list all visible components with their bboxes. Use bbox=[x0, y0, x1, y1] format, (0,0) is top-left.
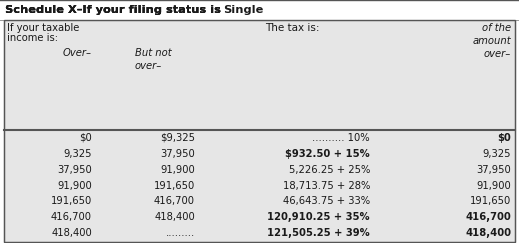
Text: Single: Single bbox=[223, 5, 263, 15]
Text: 9,325: 9,325 bbox=[483, 149, 511, 159]
Text: Schedule X–If your filing status is: Schedule X–If your filing status is bbox=[5, 5, 225, 15]
Text: But not
over–: But not over– bbox=[135, 48, 172, 71]
Text: 121,505.25 + 39%: 121,505.25 + 39% bbox=[267, 228, 370, 238]
Text: .......... 10%: .......... 10% bbox=[312, 133, 370, 143]
Text: 18,713.75 + 28%: 18,713.75 + 28% bbox=[283, 181, 370, 191]
Text: of the
amount
over–: of the amount over– bbox=[472, 23, 511, 59]
Text: 5,226.25 + 25%: 5,226.25 + 25% bbox=[289, 165, 370, 175]
Text: 37,950: 37,950 bbox=[57, 165, 92, 175]
Bar bbox=[0, 0, 519, 20]
Text: 416,700: 416,700 bbox=[465, 212, 511, 222]
Text: 416,700: 416,700 bbox=[51, 212, 92, 222]
Text: $9,325: $9,325 bbox=[160, 133, 195, 143]
Text: 120,910.25 + 35%: 120,910.25 + 35% bbox=[267, 212, 370, 222]
Text: 191,650: 191,650 bbox=[470, 196, 511, 206]
Text: 46,643.75 + 33%: 46,643.75 + 33% bbox=[283, 196, 370, 206]
Text: The tax is:: The tax is: bbox=[265, 23, 320, 33]
Text: $0: $0 bbox=[497, 133, 511, 143]
Text: 91,900: 91,900 bbox=[57, 181, 92, 191]
Text: .........: ......... bbox=[166, 228, 195, 238]
Text: 418,400: 418,400 bbox=[154, 212, 195, 222]
Text: Schedule X–If your filing status is: Schedule X–If your filing status is bbox=[5, 5, 225, 15]
Text: 191,650: 191,650 bbox=[154, 181, 195, 191]
Text: Over–: Over– bbox=[63, 48, 92, 58]
Text: 91,900: 91,900 bbox=[476, 181, 511, 191]
Text: Schedule X–If your filing status is: Schedule X–If your filing status is bbox=[5, 5, 225, 15]
Text: $932.50 + 15%: $932.50 + 15% bbox=[285, 149, 370, 159]
Text: 416,700: 416,700 bbox=[154, 196, 195, 206]
Text: 418,400: 418,400 bbox=[465, 228, 511, 238]
Text: $0: $0 bbox=[79, 133, 92, 143]
Text: 37,950: 37,950 bbox=[476, 165, 511, 175]
Text: 37,950: 37,950 bbox=[160, 149, 195, 159]
Text: If your taxable: If your taxable bbox=[7, 23, 79, 33]
Text: 91,900: 91,900 bbox=[160, 165, 195, 175]
Text: 9,325: 9,325 bbox=[63, 149, 92, 159]
Text: 418,400: 418,400 bbox=[51, 228, 92, 238]
Text: 191,650: 191,650 bbox=[51, 196, 92, 206]
Text: income is:: income is: bbox=[7, 33, 58, 43]
